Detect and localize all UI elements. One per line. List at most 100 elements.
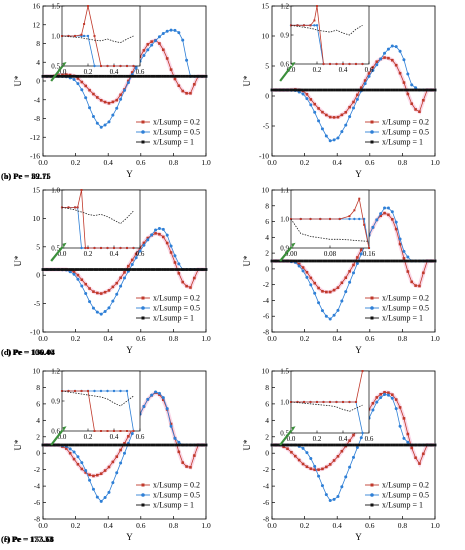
- data-point: [346, 88, 350, 92]
- y-tick-label: 0: [265, 264, 269, 273]
- data-point: [305, 92, 309, 96]
- data-point: [303, 88, 306, 92]
- inset-point: [126, 430, 128, 432]
- data-point: [376, 443, 380, 447]
- data-point: [55, 268, 58, 271]
- inset-point: [93, 430, 96, 432]
- data-point: [297, 443, 301, 447]
- inset-point: [348, 401, 351, 403]
- data-point: [126, 81, 130, 85]
- data-point: [199, 74, 202, 78]
- data-point: [101, 268, 105, 271]
- data-point: [47, 74, 50, 78]
- data-point: [66, 443, 69, 447]
- data-point: [284, 259, 287, 263]
- data-point: [308, 88, 312, 92]
- data-point: [311, 88, 315, 92]
- data-point: [309, 283, 313, 287]
- data-point: [82, 74, 86, 78]
- inset-point: [93, 64, 96, 68]
- data-point: [352, 433, 355, 437]
- data-point: [371, 68, 375, 72]
- data-point: [98, 268, 102, 271]
- data-point: [181, 89, 185, 93]
- y-axis-label: U*: [13, 255, 23, 266]
- data-point: [196, 268, 200, 271]
- data-point: [420, 259, 423, 263]
- inset-point: [348, 63, 351, 65]
- data-point: [379, 259, 383, 263]
- y-axis-label: U*: [242, 75, 252, 86]
- data-point: [319, 88, 323, 92]
- y-tick-label: 2: [265, 249, 269, 258]
- y-tick-label: 5: [265, 62, 269, 71]
- data-point: [85, 74, 88, 78]
- chart-panel-1: 0.0 0.2 0.4 0.6 0.8 1.0 -16 -12 -8 -4 0 4 8 12 16 Y U* (a…: [1, 2, 211, 182]
- data-point: [180, 74, 183, 78]
- inset-y-tick-label: 1.0: [280, 216, 289, 224]
- inset-y-tick-label: 0.5: [51, 245, 60, 253]
- series-s1: [270, 443, 437, 447]
- data-point: [390, 88, 393, 92]
- data-point: [270, 88, 274, 92]
- x-tick-label: 0.4: [333, 158, 343, 167]
- data-point: [394, 227, 398, 231]
- inset-point: [368, 247, 370, 249]
- data-point: [123, 74, 126, 78]
- data-point: [76, 77, 80, 80]
- data-point: [115, 106, 119, 110]
- x-tick-label: 0.0: [267, 158, 277, 167]
- data-point: [414, 259, 418, 263]
- data-point: [390, 210, 394, 214]
- inset-point: [358, 217, 361, 221]
- inset-point: [93, 389, 96, 393]
- legend-marker: [370, 306, 374, 310]
- data-point: [188, 74, 192, 78]
- data-point: [177, 440, 181, 444]
- data-point: [420, 443, 423, 447]
- data-point: [281, 443, 285, 447]
- data-point: [284, 88, 287, 92]
- legend-label: x/Lsump = 1: [153, 501, 194, 510]
- inset-point: [99, 389, 103, 393]
- data-point: [375, 60, 379, 64]
- legend-label: x/Lsump = 0.2: [153, 118, 200, 127]
- data-point: [165, 407, 169, 411]
- data-point: [125, 443, 129, 447]
- data-point: [317, 119, 321, 123]
- data-point: [317, 468, 320, 471]
- inset-line: [61, 390, 134, 407]
- x-tick-label: 0.2: [71, 158, 81, 167]
- x-tick-label: 0.6: [365, 334, 375, 343]
- data-point: [355, 261, 359, 265]
- legend-marker: [141, 503, 145, 507]
- inset-point: [296, 401, 299, 403]
- data-point: [128, 443, 132, 447]
- x-tick-label: 0.0: [267, 334, 277, 343]
- data-point: [301, 92, 305, 96]
- x-tick-label: 1.0: [201, 158, 211, 167]
- inset-x-tick-label: 0.2: [84, 250, 93, 258]
- y-tick-label: 2: [36, 432, 40, 441]
- legend-marker: [370, 120, 374, 124]
- data-point: [308, 443, 312, 447]
- y-tick-label: -5: [34, 299, 40, 308]
- data-point: [363, 82, 367, 86]
- inset-pointer-arrow: [279, 246, 293, 262]
- y-tick-label: -2: [263, 465, 269, 474]
- data-point: [357, 88, 361, 92]
- data-point: [305, 275, 309, 279]
- data-point: [76, 82, 80, 86]
- data-point: [409, 443, 412, 447]
- data-point: [84, 96, 88, 100]
- data-point: [282, 445, 285, 449]
- inset-point: [67, 35, 70, 37]
- data-point: [425, 88, 429, 92]
- data-point: [87, 74, 91, 78]
- data-point: [155, 443, 159, 447]
- data-point: [352, 271, 355, 275]
- data-point: [344, 276, 348, 280]
- data-point: [106, 443, 110, 447]
- inset-point: [119, 389, 122, 393]
- data-point: [295, 443, 298, 447]
